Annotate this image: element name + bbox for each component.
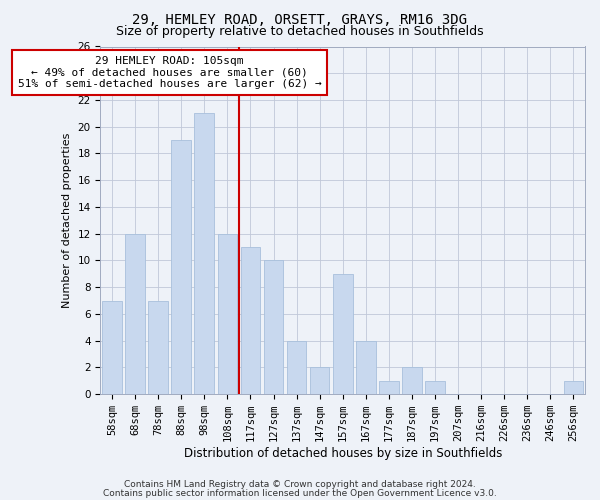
Text: Contains public sector information licensed under the Open Government Licence v3: Contains public sector information licen… — [103, 488, 497, 498]
Bar — [379, 381, 398, 394]
Bar — [218, 234, 237, 394]
Bar — [356, 340, 376, 394]
Bar — [241, 247, 260, 394]
Text: 29, HEMLEY ROAD, ORSETT, GRAYS, RM16 3DG: 29, HEMLEY ROAD, ORSETT, GRAYS, RM16 3DG — [133, 12, 467, 26]
Bar — [125, 234, 145, 394]
Bar — [194, 114, 214, 394]
Bar — [172, 140, 191, 394]
Y-axis label: Number of detached properties: Number of detached properties — [62, 132, 72, 308]
Bar — [425, 381, 445, 394]
Bar — [102, 300, 122, 394]
Bar — [402, 368, 422, 394]
Bar — [333, 274, 353, 394]
Text: 29 HEMLEY ROAD: 105sqm
← 49% of detached houses are smaller (60)
51% of semi-det: 29 HEMLEY ROAD: 105sqm ← 49% of detached… — [18, 56, 322, 89]
Text: Contains HM Land Registry data © Crown copyright and database right 2024.: Contains HM Land Registry data © Crown c… — [124, 480, 476, 489]
X-axis label: Distribution of detached houses by size in Southfields: Distribution of detached houses by size … — [184, 447, 502, 460]
Bar — [563, 381, 583, 394]
Bar — [148, 300, 168, 394]
Bar — [310, 368, 329, 394]
Bar — [263, 260, 283, 394]
Text: Size of property relative to detached houses in Southfields: Size of property relative to detached ho… — [116, 25, 484, 38]
Bar — [287, 340, 307, 394]
